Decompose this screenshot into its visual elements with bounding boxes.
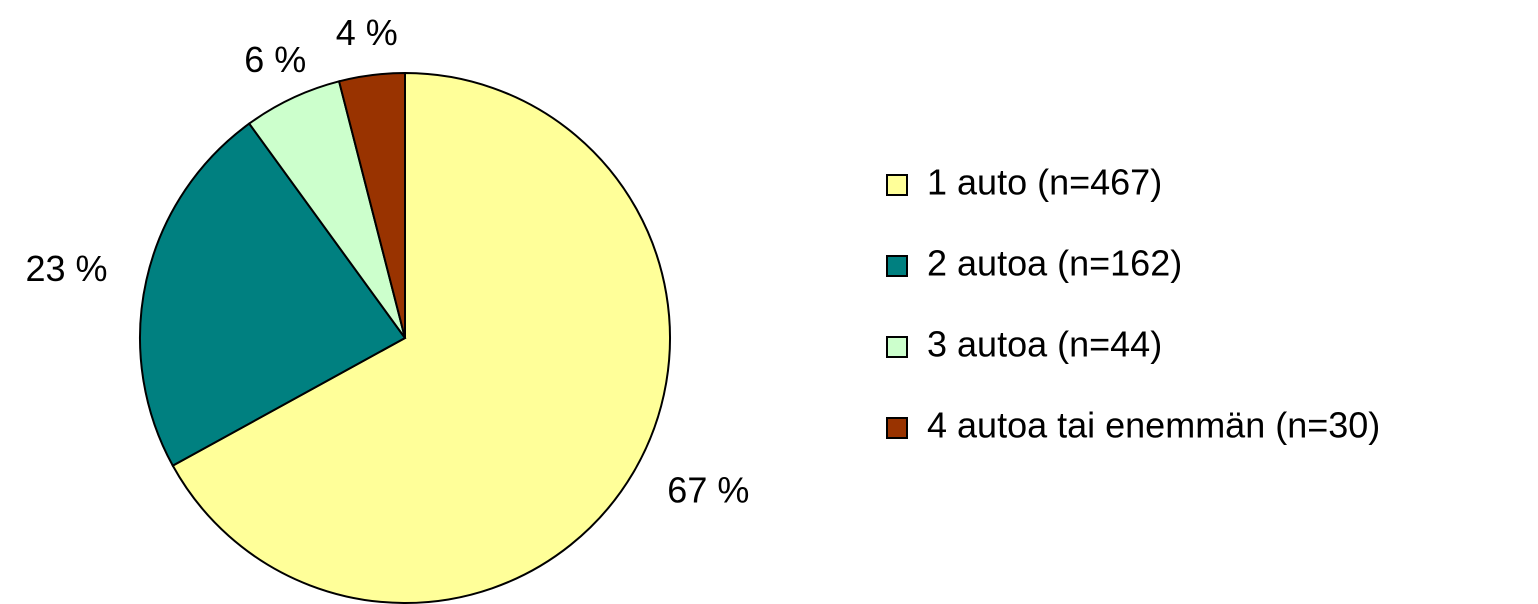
pie-slice	[139, 122, 407, 468]
data-label: 23 %	[26, 248, 108, 289]
legend-label: 1 auto (n=467)	[927, 162, 1162, 203]
legend-swatch	[886, 417, 908, 439]
legend-label: 2 autoa (n=162)	[927, 243, 1182, 284]
pie-slice	[171, 71, 671, 604]
legend-swatch	[886, 255, 908, 277]
pie-slice	[337, 71, 406, 339]
legend-label: 3 autoa (n=44)	[927, 324, 1162, 365]
data-label: 6 %	[244, 39, 306, 80]
legend-swatch	[886, 336, 908, 358]
legend-swatch	[886, 174, 908, 196]
legend-label: 4 autoa tai enemmän (n=30)	[927, 405, 1380, 446]
data-label: 67 %	[667, 470, 749, 511]
data-label: 4 %	[336, 12, 398, 53]
